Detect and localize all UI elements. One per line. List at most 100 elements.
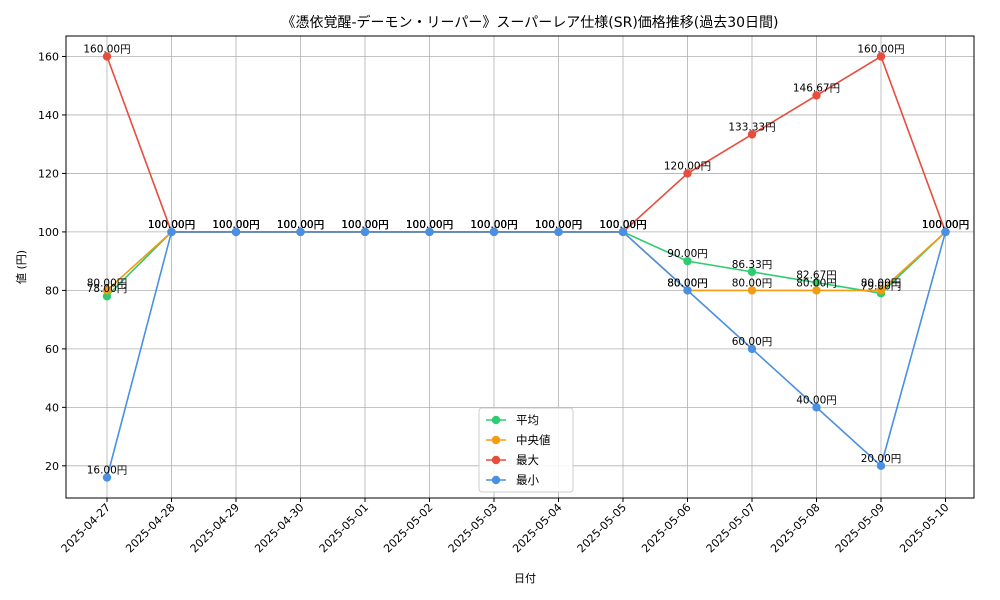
legend-item: 最小 [486,473,539,487]
data-label: 100.00円 [212,219,259,231]
data-label: 160.00円 [83,43,130,55]
series-line [106,231,947,478]
data-point [102,52,112,61]
data-label: 100.00円 [599,219,646,231]
data-label: 100.00円 [470,219,517,231]
series-3 [102,227,950,482]
data-label: 133.33円 [728,121,775,133]
legend-label: 最小 [516,473,539,487]
data-point [876,286,886,295]
data-label: 100.00円 [341,219,388,231]
data-point [360,227,370,237]
data-point [812,286,821,295]
data-label: 100.00円 [535,219,582,231]
y-tick-label: 120 [38,167,59,180]
x-tick-label: 2025-05-07 [704,501,758,555]
legend-item: 最大 [486,453,539,467]
x-tick-label: 2025-04-29 [188,501,242,555]
data-label: 100.00円 [148,219,195,231]
data-label: 20.00円 [861,453,902,465]
data-label: 100.00円 [148,219,195,231]
x-tick-label: 2025-04-30 [252,501,306,555]
x-tick-label: 2025-05-04 [510,501,564,555]
data-point [167,227,176,237]
data-label: 100.00円 [599,219,646,231]
data-label: 100.00円 [148,219,195,231]
data-labels: 78.00円 100.00円 100.00円 100.00円 100.00円 100.00… [83,43,969,476]
data-point [102,292,112,301]
data-label: 100.00円 [470,219,517,231]
data-label: 100.00円 [922,219,969,231]
data-label: 78.00円 [87,283,128,295]
data-point [618,227,628,237]
series-layer [102,52,950,482]
data-point [747,130,757,139]
x-tick-label: 2025-05-10 [897,501,951,555]
data-label: 100.00円 [470,219,517,231]
data-point [296,227,305,237]
data-label: 100.00円 [341,219,388,231]
series-2 [102,52,950,237]
data-point [683,256,692,266]
x-tick-label: 2025-05-06 [639,501,693,555]
data-label: 80.00円 [87,277,128,289]
data-label: 80.00円 [732,277,773,289]
y-axis: 20 40 60 80 100 120 140 160 [38,50,66,473]
data-label: 80.00円 [796,277,837,289]
data-label: 100.00円 [922,219,969,231]
x-axis: 2025-04-27 2025-04-28 2025-04-29 2025-04-30… [59,498,952,555]
data-point [812,403,821,412]
data-label: 100.00円 [277,219,324,231]
data-point [683,169,692,178]
y-tick-label: 60 [45,343,59,356]
data-point [683,286,692,295]
data-label: 100.00円 [406,219,453,231]
x-tick-label: 2025-05-02 [381,501,435,555]
legend-marker [491,415,501,425]
x-tick-label: 2025-05-08 [768,501,822,555]
data-point [102,473,112,482]
data-point [747,286,757,295]
data-label: 100.00円 [922,219,969,231]
x-tick-label: 2025-05-09 [833,501,887,555]
data-label: 90.00円 [667,248,708,260]
plot-frame [65,35,975,499]
legend-marker [491,455,501,465]
grid-lines [66,36,974,498]
data-label: 100.00円 [535,219,582,231]
data-label: 100.00円 [406,219,453,231]
x-axis-label: 日付 [514,572,536,585]
y-tick-label: 20 [45,460,59,473]
data-point [941,227,950,237]
data-label: 79.00円 [861,280,902,292]
data-label: 100.00円 [406,219,453,231]
data-point [231,227,241,237]
legend-marker [491,435,501,445]
data-point [102,286,112,295]
data-label: 100.00円 [277,219,324,231]
data-point [554,227,563,237]
chart-title: 《憑依覚醒-デーモン・リーパー》スーパーレア仕様(SR)価格推移(過去30日間) [281,14,778,31]
data-point [747,344,757,354]
data-label: 100.00円 [148,219,195,231]
data-label: 100.00円 [535,219,582,231]
data-label: 100.00円 [212,219,259,231]
y-tick-label: 140 [38,109,59,122]
data-label: 100.00円 [341,219,388,231]
data-label: 100.00円 [212,219,259,231]
data-label: 86.33円 [732,259,773,271]
data-label: 80.00円 [667,277,708,289]
x-tick-label: 2025-05-03 [446,501,500,555]
data-label: 100.00円 [599,219,646,231]
x-tick-label: 2025-04-27 [59,501,113,555]
y-tick-label: 160 [38,50,59,63]
x-tick-label: 2025-05-05 [575,501,629,555]
x-tick-label: 2025-05-01 [317,501,371,555]
legend-label: 中央値 [516,433,551,447]
data-label: 100.00円 [599,219,646,231]
legend-item: 中央値 [486,433,551,447]
data-point [747,267,757,277]
y-axis-label: 値 (円) [15,250,28,284]
